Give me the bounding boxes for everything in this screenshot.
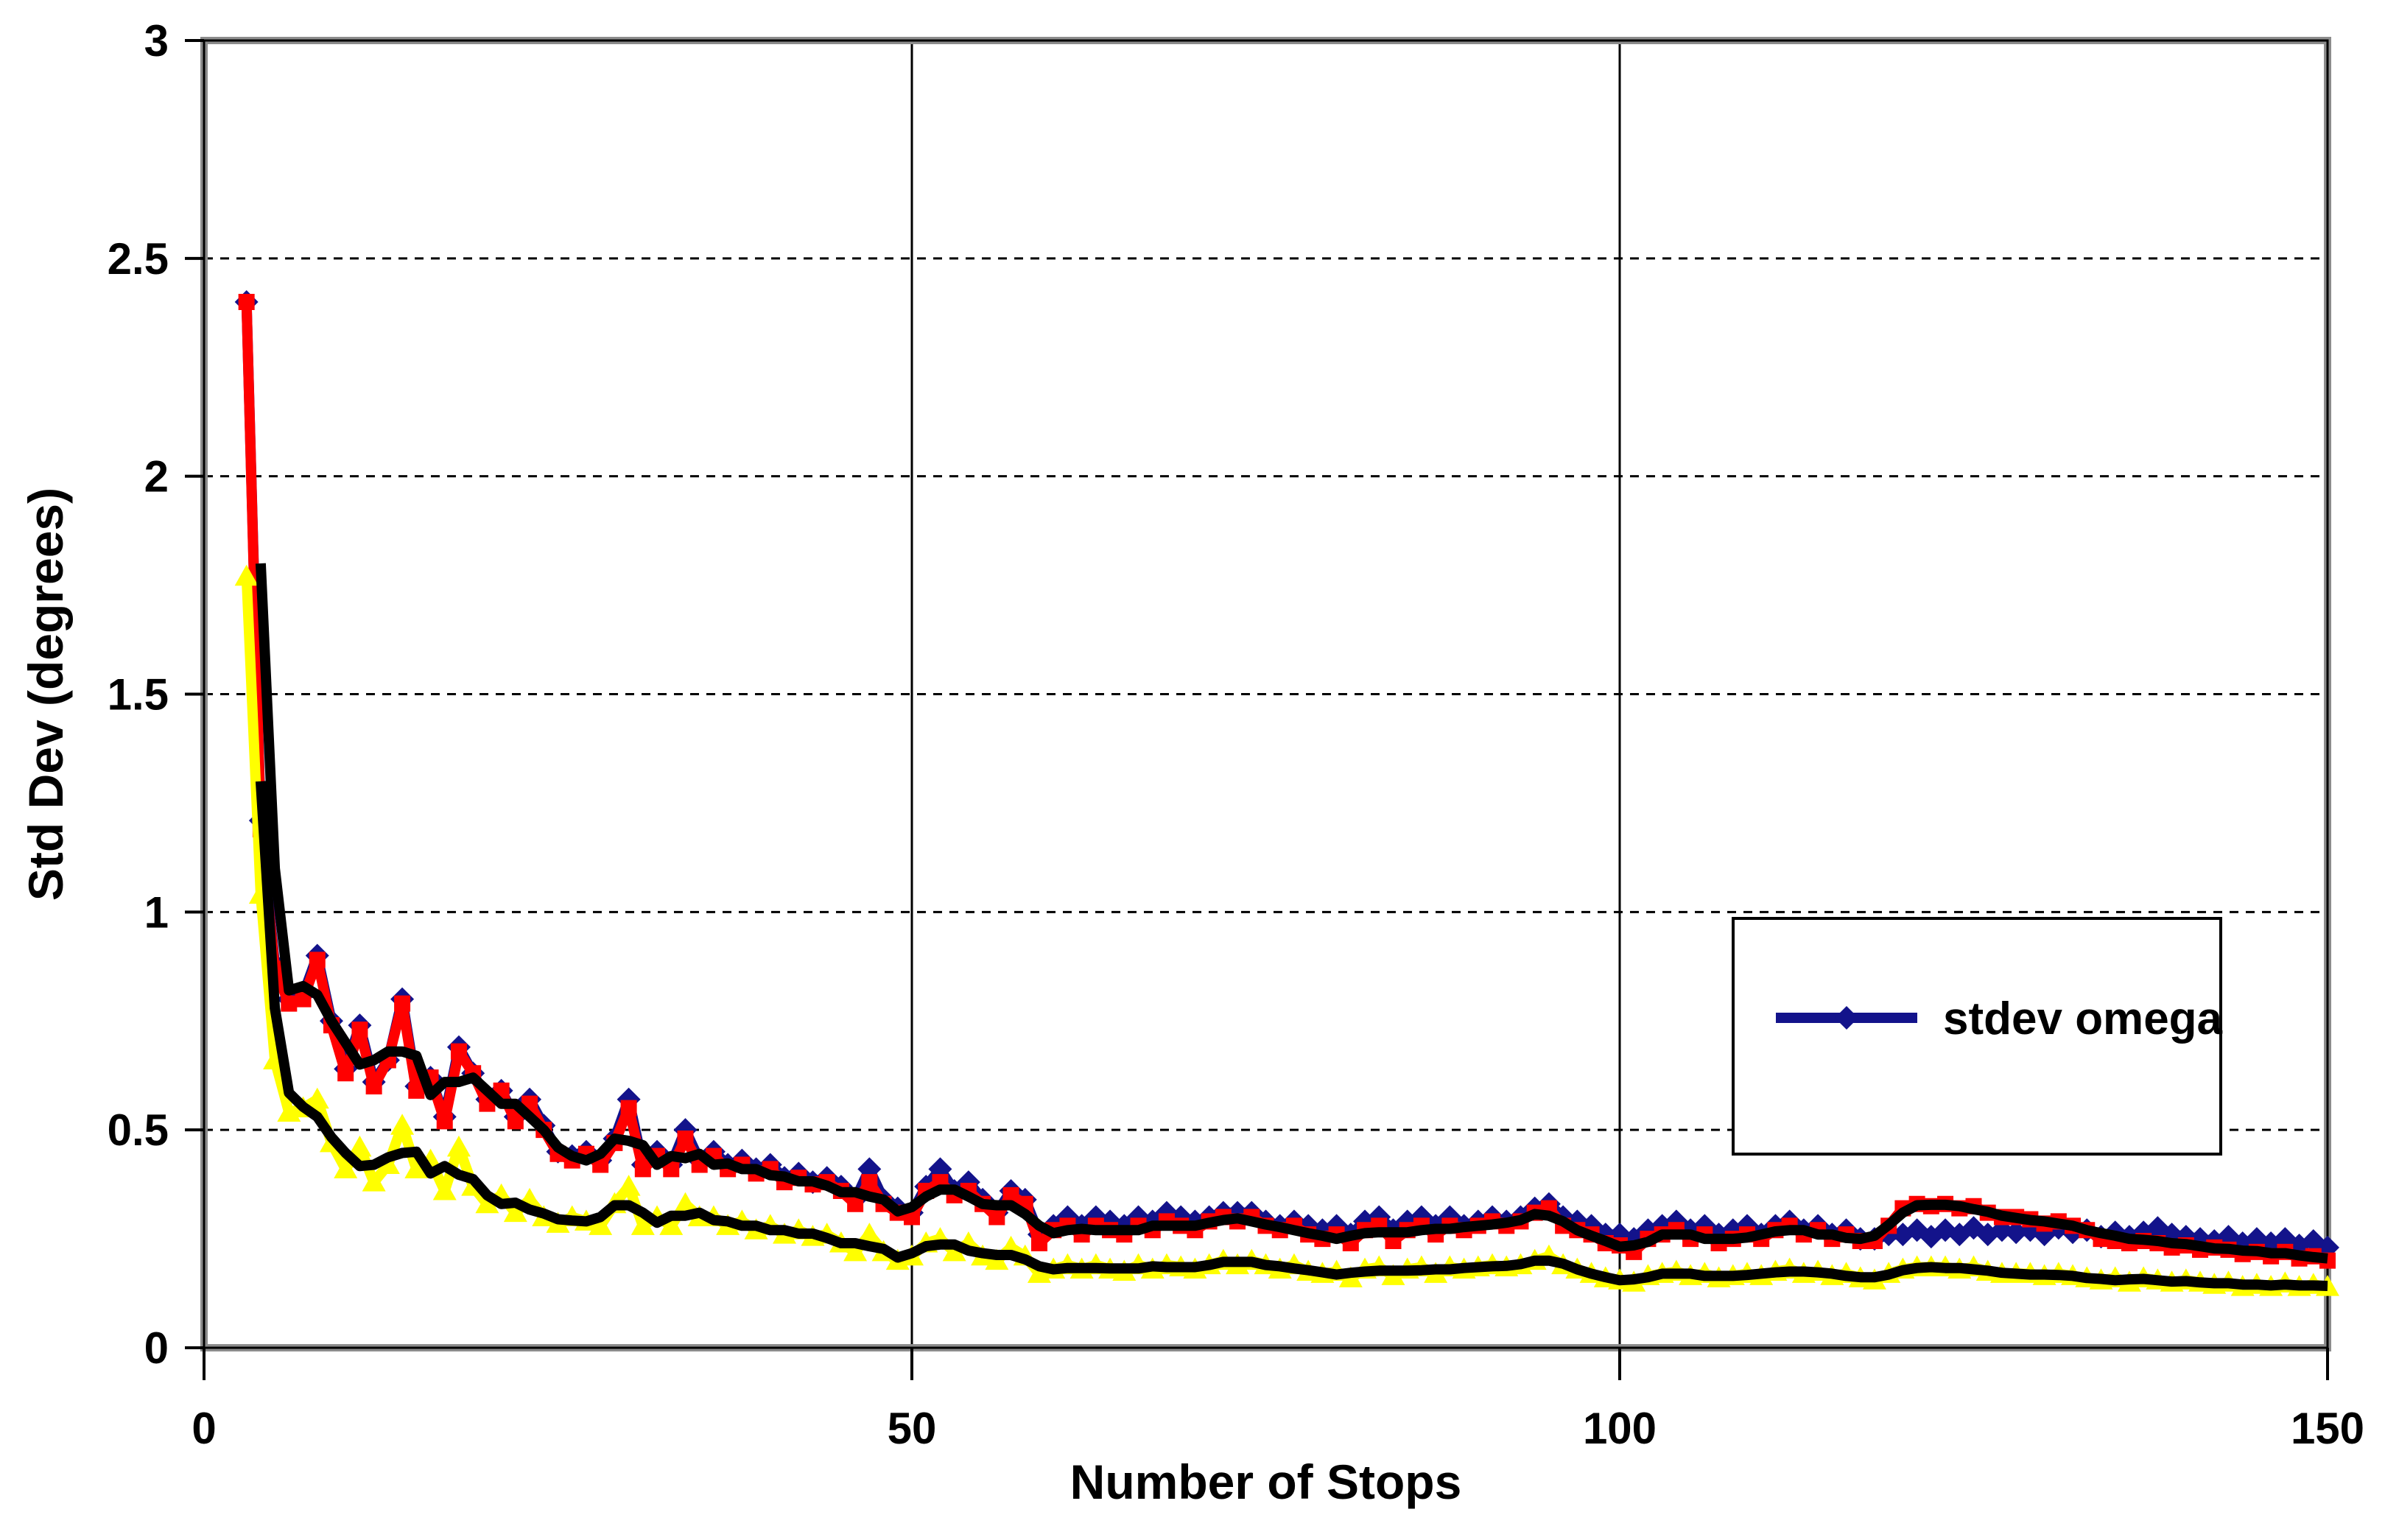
x-tick-label: 100 xyxy=(1583,1404,1657,1453)
x-axis-title: Number of Stops xyxy=(1070,1455,1462,1509)
y-axis-title: Std Dev (degrees) xyxy=(18,488,73,901)
legend: stdev omega xyxy=(1732,917,2223,1156)
tick-labels: 0 0.5 1 1.5 2 2.5 3 0 50 100 150 xyxy=(108,16,2364,1453)
legend-box xyxy=(1732,917,2222,1156)
axis-ticks xyxy=(185,39,2329,1380)
y-tick-label: 2.5 xyxy=(108,234,169,284)
legend-diamond-marker-icon xyxy=(1835,1006,1858,1030)
data-series xyxy=(234,290,2340,1296)
x-tick-label: 50 xyxy=(888,1404,937,1453)
y-tick-label: 0.5 xyxy=(108,1105,169,1155)
series-line-series-black-upper xyxy=(255,563,2328,1264)
y-tick-label: 3 xyxy=(144,16,169,66)
y-tick-label: 0 xyxy=(144,1323,169,1373)
x-tick-label: 0 xyxy=(192,1404,216,1453)
y-tick-label: 1 xyxy=(144,887,169,937)
x-tick-label: 150 xyxy=(2291,1404,2364,1453)
legend-item-label: stdev omega xyxy=(1943,994,2223,1044)
y-tick-label: 1.5 xyxy=(108,670,169,720)
series-line-series-black-lower xyxy=(255,781,2328,1291)
y-tick-label: 2 xyxy=(144,452,169,502)
